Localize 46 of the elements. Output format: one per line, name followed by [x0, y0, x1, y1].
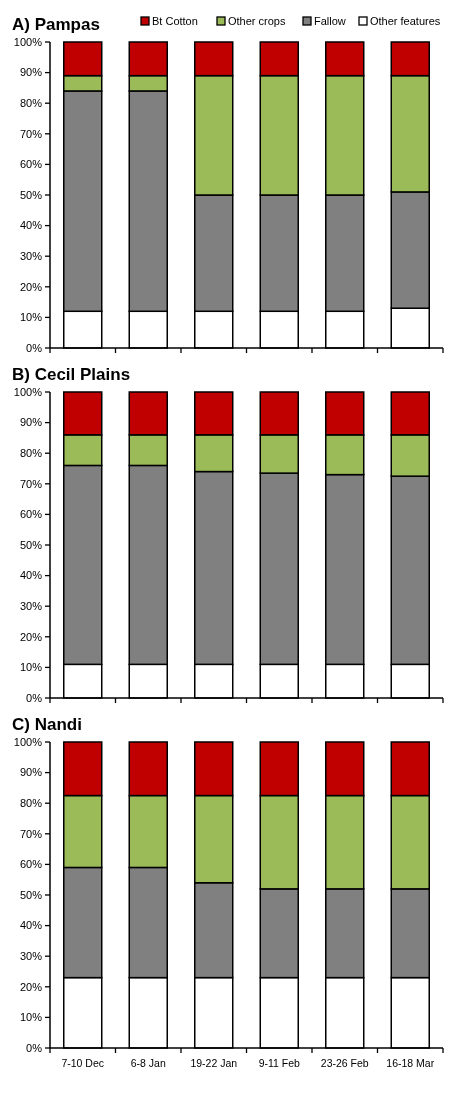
legend-label: Other features [370, 15, 441, 27]
y-tick-label: 70% [19, 127, 43, 140]
y-tick-label: 30% [19, 600, 43, 613]
y-tick-label: 60% [19, 508, 43, 521]
y-tick-label: 100% [13, 735, 43, 748]
y-tick-label: 0% [26, 1041, 43, 1054]
y-tick-label: 0% [26, 341, 43, 354]
x-tick-label: 23-26 Feb [320, 1057, 369, 1069]
chart-title: B) Cecil Plains [12, 365, 131, 384]
y-tick-label: 10% [19, 311, 43, 324]
y-tick-label: 90% [19, 766, 43, 779]
y-tick-label: 50% [19, 888, 43, 901]
y-tick-label: 100% [13, 385, 43, 398]
legend-label: Fallow [314, 15, 346, 27]
y-tick-label: 40% [19, 219, 43, 232]
y-tick-label: 20% [19, 280, 43, 293]
y-tick-label: 30% [19, 950, 43, 963]
y-tick-label: 70% [19, 827, 43, 840]
chart-title: C) Nandi [12, 715, 82, 734]
y-tick-label: 70% [19, 477, 43, 490]
y-tick-label: 100% [13, 35, 43, 48]
y-tick-label: 10% [19, 1011, 43, 1024]
y-tick-label: 80% [19, 447, 43, 460]
y-tick-label: 0% [26, 691, 43, 704]
y-tick-label: 30% [19, 250, 43, 263]
y-tick-label: 40% [19, 569, 43, 582]
y-tick-label: 50% [19, 188, 43, 201]
chart-title: A) Pampas [12, 15, 100, 34]
y-tick-label: 90% [19, 66, 43, 79]
y-tick-label: 40% [19, 919, 43, 932]
y-tick-label: 20% [19, 980, 43, 993]
y-tick-label: 60% [19, 158, 43, 171]
x-tick-label: 7-10 Dec [61, 1057, 105, 1069]
x-tick-label: 16-18 Mar [386, 1057, 435, 1069]
y-tick-label: 20% [19, 630, 43, 643]
y-tick-label: 10% [19, 661, 43, 674]
y-tick-label: 80% [19, 797, 43, 810]
legend-label: Other crops [228, 15, 286, 27]
y-tick-label: 50% [19, 538, 43, 551]
x-tick-label: 19-22 Jan [190, 1057, 238, 1069]
x-tick-label: 9-11 Feb [258, 1057, 301, 1069]
y-tick-label: 80% [19, 97, 43, 110]
x-tick-label: 6-8 Jan [130, 1057, 166, 1069]
y-tick-label: 60% [19, 858, 43, 871]
legend-label: Bt Cotton [152, 15, 198, 27]
y-tick-label: 90% [19, 416, 43, 429]
